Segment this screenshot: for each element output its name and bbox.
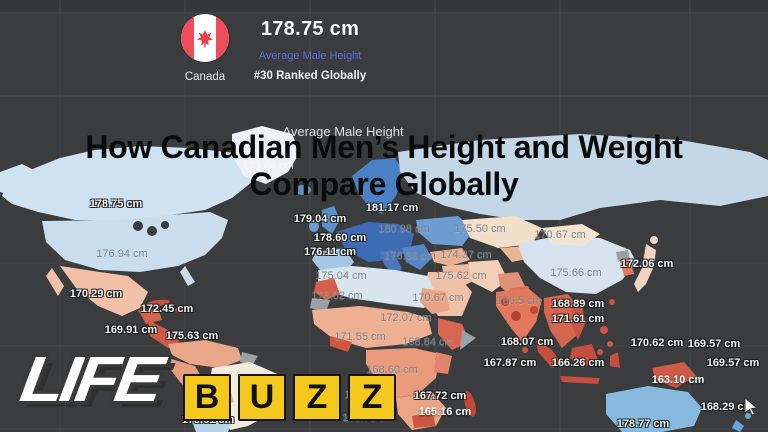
title-line-2: Compare Globally xyxy=(249,166,519,202)
metric-label: Average Male Height xyxy=(258,50,362,62)
canada-flag-icon xyxy=(181,14,229,62)
logo-buzz-letter: U xyxy=(238,374,286,421)
logo-buzz-letter: B xyxy=(183,374,231,421)
logo-buzz-letter: Z xyxy=(293,374,341,421)
title-line-1: How Canadian Men’s Height and Weight xyxy=(85,129,683,165)
logo-life-text: LIFE xyxy=(15,343,165,415)
country-stat-card: 178.75 cm Average Male Height Canada #30… xyxy=(0,0,768,100)
logo-buzz-letter: Z xyxy=(348,374,396,421)
continent-shapes xyxy=(0,126,768,432)
logo-buzz-tiles: B U Z Z xyxy=(183,374,403,421)
country-name: Canada xyxy=(184,71,226,83)
title-banner: How Canadian Men’s Height and Weight Com… xyxy=(0,120,768,212)
global-rank: #30 Ranked Globally xyxy=(253,70,367,82)
map-title: Average Male Height xyxy=(282,124,404,139)
maple-leaf-icon xyxy=(197,30,213,48)
mouse-cursor-icon xyxy=(744,397,759,416)
height-value: 178.75 cm xyxy=(260,18,360,40)
